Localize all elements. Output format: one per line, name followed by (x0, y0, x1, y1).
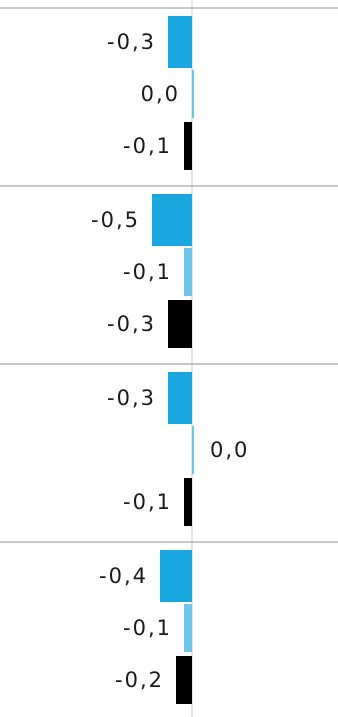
data-label-group2-series2: -0,1 (123, 260, 172, 284)
bar-group4-series2 (184, 604, 192, 652)
bar-group1-series2 (192, 70, 194, 118)
data-label-group4-series2: -0,1 (123, 616, 172, 640)
bar-group2-series1 (152, 194, 192, 246)
data-label-group1-series3: -0,1 (123, 134, 172, 158)
bar-group3-series2 (192, 426, 194, 474)
bar-group2-series3 (168, 300, 192, 348)
bar-group1-series3 (184, 122, 192, 170)
data-label-group4-series1: -0,4 (99, 564, 148, 588)
bar-group3-series1 (168, 372, 192, 424)
data-label-group3-series3: -0,1 (123, 490, 172, 514)
data-label-group3-series1: -0,3 (107, 386, 156, 410)
bar-group4-series1 (160, 550, 192, 602)
data-label-group2-series1: -0,5 (91, 208, 140, 232)
data-label-group3-series2: 0,0 (210, 438, 249, 462)
data-label-group1-series2: 0,0 (141, 82, 180, 106)
data-label-group4-series3: -0,2 (115, 668, 164, 692)
data-label-group1-series1: -0,3 (107, 30, 156, 54)
bar-group3-series3 (184, 478, 192, 526)
bar-group1-series1 (168, 16, 192, 68)
data-label-group2-series3: -0,3 (107, 312, 156, 336)
bar-group4-series3 (176, 656, 192, 704)
bar-group2-series2 (184, 248, 192, 296)
